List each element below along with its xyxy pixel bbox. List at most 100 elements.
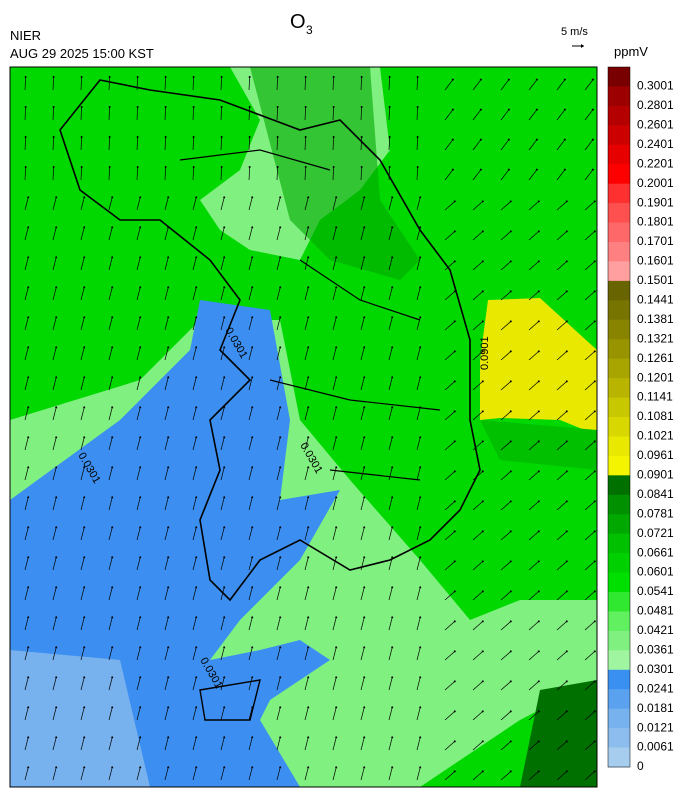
- wind-arrow-head: [136, 166, 139, 169]
- wind-arrow: [108, 557, 113, 571]
- wind-arrow: [108, 287, 113, 301]
- wind-arrow-head: [220, 76, 223, 79]
- wind-arrow: [472, 321, 483, 331]
- wind-arrow-head: [307, 256, 310, 259]
- wind-arrow: [500, 411, 511, 421]
- wind-arrow: [444, 139, 454, 151]
- wind-arrow-head: [223, 196, 226, 199]
- wind-arrow-head: [363, 436, 366, 439]
- wind-arrow: [220, 557, 225, 571]
- wind-arrow: [528, 771, 539, 781]
- wind-arrow: [108, 527, 113, 541]
- wind-arrow: [192, 767, 197, 781]
- colorbar-label: 0.2401: [637, 137, 674, 151]
- colorbar-swatch: [608, 67, 630, 87]
- wind-arrow-head: [111, 526, 114, 529]
- wind-arrow: [416, 227, 421, 241]
- wind-arrow-head: [83, 616, 86, 619]
- wind-arrow-head: [279, 376, 282, 379]
- wind-arrow-head: [419, 196, 422, 199]
- wind-arrow: [80, 497, 85, 511]
- wind-arrow: [332, 197, 337, 211]
- wind-arrow-head: [304, 136, 307, 139]
- wind-arrow: [304, 287, 309, 301]
- wind-arrow-head: [593, 680, 596, 683]
- wind-arrow-head: [363, 676, 366, 679]
- wind-arrow-head: [307, 376, 310, 379]
- wind-arrow: [164, 767, 169, 781]
- wind-arrow: [584, 591, 595, 601]
- wind-arrow: [332, 737, 337, 751]
- wind-arrow: [332, 166, 334, 181]
- wind-arrow: [416, 136, 418, 151]
- wind-arrow: [164, 647, 169, 661]
- wind-arrow: [388, 106, 390, 121]
- wind-arrow: [472, 169, 482, 181]
- wind-arrow-head: [279, 706, 282, 709]
- field-area: [250, 67, 420, 280]
- wind-arrow-head: [223, 736, 226, 739]
- wind-arrow: [276, 227, 281, 241]
- wind-arrow: [416, 437, 421, 451]
- wind-arrow-head: [335, 646, 338, 649]
- wind-arrow-head: [453, 770, 456, 773]
- wind-arrow: [276, 136, 278, 151]
- wind-arrow: [52, 197, 57, 211]
- wind-arrow-head: [220, 136, 223, 139]
- wind-arrow: [332, 497, 337, 511]
- wind-arrow-head: [111, 346, 114, 349]
- wind-arrow-head: [167, 256, 170, 259]
- wind-arrow-head: [279, 736, 282, 739]
- wind-arrow-head: [251, 376, 254, 379]
- wind-arrow-head: [24, 136, 27, 139]
- wind-arrow: [472, 711, 483, 721]
- wind-arrow-head: [537, 230, 540, 233]
- wind-arrow-head: [223, 466, 226, 469]
- wind-arrow: [80, 677, 85, 691]
- wind-arrow: [416, 767, 421, 781]
- colorbar-label: 0.1601: [637, 254, 674, 268]
- wind-arrow: [192, 287, 197, 301]
- wind-arrow: [220, 257, 225, 271]
- colorbar-swatch: [608, 319, 630, 340]
- wind-arrow-head: [27, 346, 30, 349]
- wind-arrow: [584, 321, 595, 331]
- wind-arrow: [80, 227, 85, 241]
- wind-arrow: [556, 771, 567, 781]
- wind-arrow-head: [195, 466, 198, 469]
- wind-arrow-head: [335, 586, 338, 589]
- wind-arrow: [360, 106, 362, 121]
- wind-arrow: [556, 711, 567, 721]
- wind-arrow: [108, 497, 113, 511]
- wind-arrow-head: [507, 168, 510, 171]
- wind-arrow-head: [591, 78, 594, 81]
- wind-arrow-head: [111, 706, 114, 709]
- wind-arrow-head: [139, 316, 142, 319]
- wind-reference: 5 m/s: [561, 26, 588, 38]
- wind-arrow: [304, 257, 309, 271]
- wind-arrow-head: [223, 256, 226, 259]
- wind-arrow: [164, 677, 169, 691]
- wind-arrow: [164, 377, 169, 391]
- wind-arrow-head: [565, 740, 568, 743]
- wind-arrow-head: [83, 196, 86, 199]
- wind-arrow: [416, 166, 418, 181]
- wind-arrow: [388, 737, 393, 751]
- wind-arrow: [136, 557, 141, 571]
- wind-arrow-head: [27, 376, 30, 379]
- wind-arrow-head: [80, 166, 83, 169]
- wind-arrow: [136, 467, 141, 481]
- wind-arrow-head: [391, 556, 394, 559]
- wind-arrow-head: [363, 226, 366, 229]
- wind-arrow: [416, 677, 421, 691]
- wind-arrow-head: [223, 436, 226, 439]
- wind-arrow: [52, 467, 57, 481]
- wind-arrow: [164, 467, 169, 481]
- wind-arrow-head: [481, 770, 484, 773]
- wind-arrow: [108, 136, 110, 151]
- wind-arrow: [192, 197, 197, 211]
- wind-arrow: [444, 261, 455, 271]
- wind-arrow: [24, 197, 29, 211]
- colorbar-swatch: [608, 455, 630, 476]
- wind-arrow-head: [419, 256, 422, 259]
